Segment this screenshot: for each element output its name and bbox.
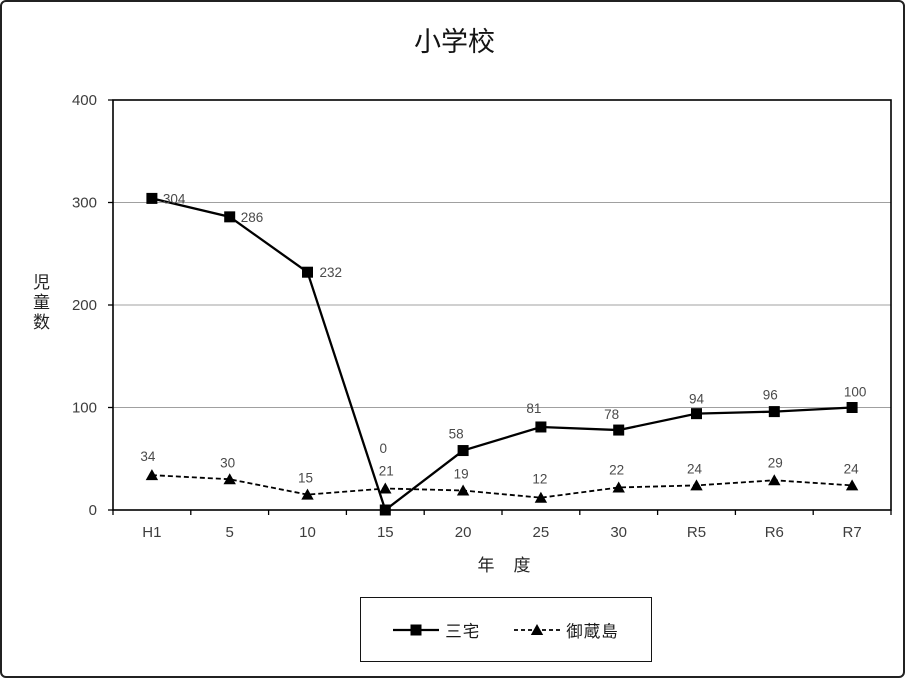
x-tick-label: 15 — [377, 524, 394, 541]
triangle-marker — [223, 473, 236, 485]
data-label: 19 — [454, 467, 469, 482]
data-label: 30 — [220, 455, 235, 470]
legend-item-miyake: 三宅 — [393, 618, 480, 642]
square-marker — [768, 406, 780, 418]
triangle-marker — [690, 479, 703, 491]
data-label: 286 — [241, 210, 264, 225]
x-tick-label: 5 — [226, 524, 234, 541]
series-line-1 — [151, 474, 853, 499]
triangle-marker — [612, 481, 625, 493]
legend-label-miyake: 三宅 — [445, 622, 481, 641]
x-tick-label: R6 — [765, 524, 784, 541]
data-label: 12 — [532, 472, 547, 487]
data-label: 100 — [844, 385, 867, 400]
x-tick-label: H1 — [142, 524, 161, 541]
data-label: 21 — [379, 463, 394, 478]
x-axis-title: 年 度 — [477, 556, 532, 575]
x-tick-label: R7 — [843, 524, 862, 541]
plot-area: H1 5 10 15 20 25 30 R5 R6 R7010020030040030428623… — [72, 92, 892, 541]
legend-label-mikurajima: 御蔵島 — [566, 622, 619, 641]
square-marker — [224, 211, 236, 223]
y-tick-label: 300 — [72, 195, 97, 212]
square-marker — [302, 266, 313, 278]
square-marker — [457, 445, 469, 457]
triangle-marker — [456, 484, 470, 496]
triangle-marker — [534, 491, 548, 503]
x-tick-label: 25 — [533, 524, 550, 541]
triangle-marker — [379, 482, 392, 494]
data-label: 81 — [526, 401, 541, 416]
triangle-marker — [301, 488, 314, 500]
square-marker — [379, 504, 391, 516]
legend-item-mikurajima: 御蔵島 — [514, 618, 619, 642]
data-label: 94 — [689, 392, 705, 407]
series-line-0 — [151, 197, 853, 512]
triangle-marker — [768, 474, 781, 486]
solid-line-square-marker-icon — [393, 624, 440, 635]
y-tick-label: 400 — [72, 92, 97, 109]
x-tick-label: 30 — [610, 524, 627, 541]
data-label: 34 — [140, 449, 156, 464]
x-tick-label: 20 — [455, 524, 472, 541]
y-axis-title: 児童数 — [30, 273, 49, 333]
y-tick-label: 0 — [89, 502, 97, 519]
data-label: 96 — [763, 388, 778, 403]
x-tick-label: R5 — [687, 524, 706, 541]
legend: 三宅 御蔵島 — [360, 597, 652, 662]
square-marker — [613, 424, 625, 436]
data-label: 304 — [163, 191, 186, 206]
data-label: 58 — [449, 427, 464, 442]
square-marker — [146, 192, 158, 204]
data-label: 29 — [768, 455, 783, 470]
data-label: 24 — [844, 461, 860, 476]
y-tick-label: 100 — [72, 400, 97, 417]
data-label: 78 — [604, 407, 619, 422]
triangle-marker — [845, 479, 859, 491]
triangle-marker — [145, 469, 159, 481]
square-marker — [535, 421, 547, 433]
y-tick-label: 200 — [72, 297, 97, 314]
data-label: 15 — [298, 471, 313, 486]
x-tick-label: 10 — [299, 524, 316, 541]
square-marker — [691, 408, 702, 420]
data-label: 0 — [380, 441, 388, 456]
data-label: 232 — [320, 265, 343, 280]
dashed-line-triangle-marker-icon — [514, 623, 561, 635]
chart-title: 小学校 — [414, 27, 495, 57]
data-label: 22 — [609, 462, 624, 477]
data-label: 24 — [687, 461, 703, 476]
square-marker — [846, 402, 858, 413]
